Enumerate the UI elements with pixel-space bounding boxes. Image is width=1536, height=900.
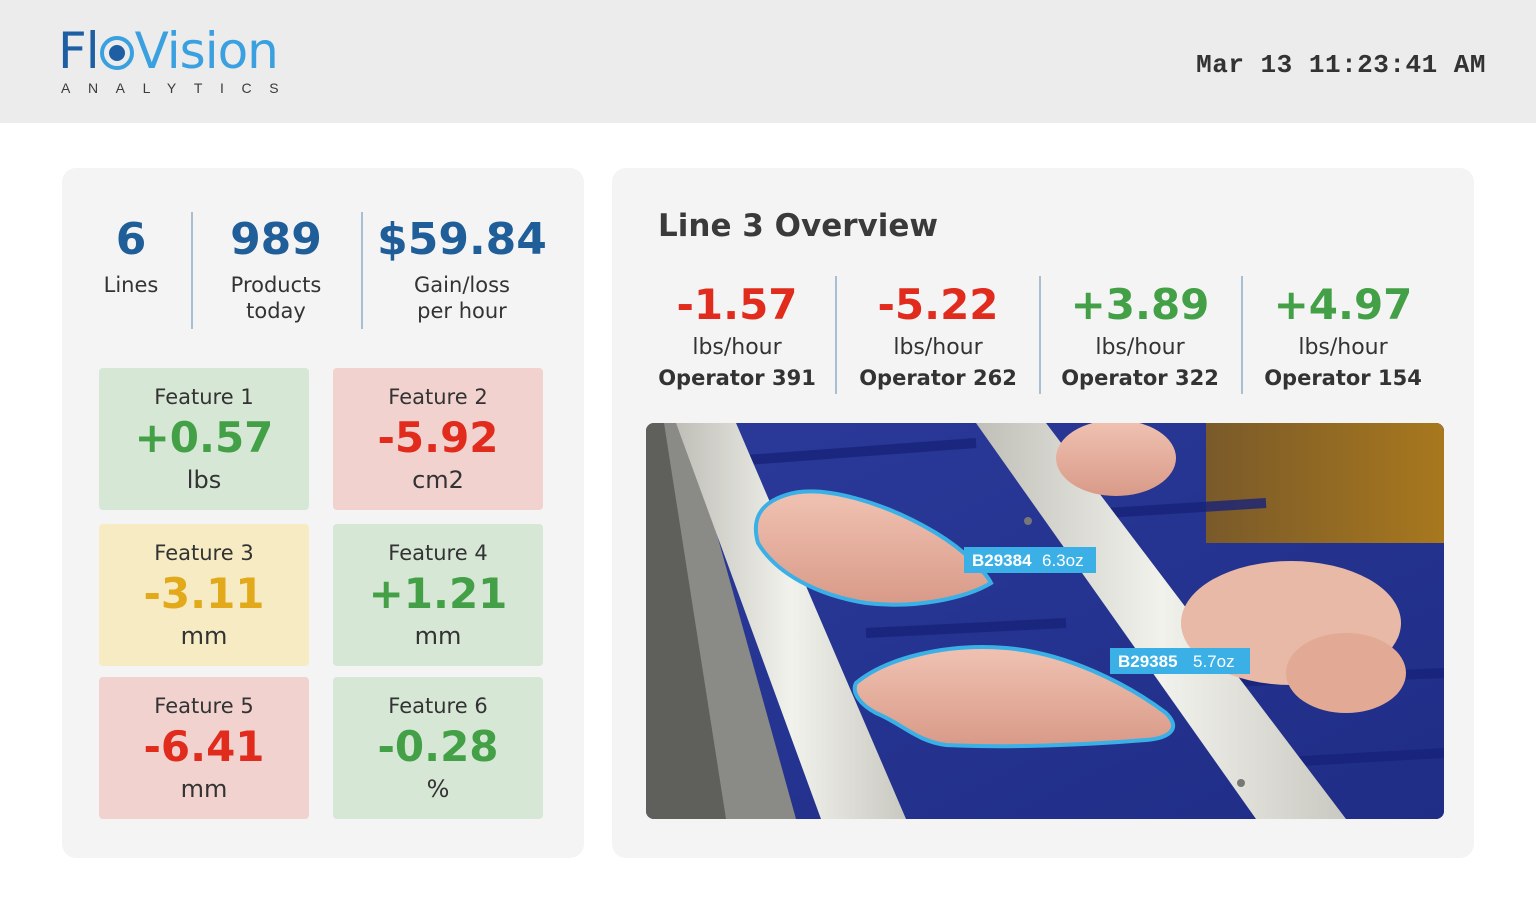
feature-name: Feature 4 [388, 541, 488, 565]
logo-subtitle: ANALYTICS [61, 80, 297, 96]
summary-gain-loss: $59.84 Gain/loss per hour [376, 212, 548, 324]
operator-stat-262[interactable]: -5.22 lbs/hour Operator 262 [838, 280, 1038, 392]
summary-gain-loss-label-line1: Gain/loss [414, 273, 510, 297]
detection-tag [1110, 648, 1250, 674]
operator-unit: lbs/hour [1298, 335, 1388, 360]
flovision-logo: Fl Vision ANALYTICS [58, 22, 328, 102]
feature-tile-4[interactable]: Feature 4 +1.21 mm [333, 524, 543, 666]
operator-unit: lbs/hour [692, 335, 782, 360]
datetime-display: Mar 13 11:23:41 AM [1196, 50, 1486, 80]
logo-word-part2: Vision [134, 22, 279, 80]
product-untracked [1286, 633, 1406, 713]
logo-word-part1: Fl [58, 22, 100, 80]
detection-id: B29385 [1118, 652, 1178, 671]
operator-name: Operator 322 [1061, 366, 1219, 390]
product-detection-outline[interactable] [753, 489, 994, 607]
feature-unit: mm [414, 622, 462, 650]
product-untracked [1056, 423, 1176, 496]
detection-weight: 5.7oz [1193, 652, 1235, 671]
feature-name: Feature 5 [154, 694, 254, 718]
operator-divider [1039, 276, 1041, 394]
summary-divider [361, 212, 363, 329]
detection-id: B29384 [972, 551, 1032, 570]
operator-divider [1241, 276, 1243, 394]
feature-unit: % [426, 775, 450, 803]
detection-weight: 6.3oz [1042, 551, 1084, 570]
summary-lines-label: Lines [103, 273, 159, 297]
operator-stat-154[interactable]: +4.97 lbs/hour Operator 154 [1243, 280, 1443, 392]
rail-bolt [1237, 779, 1245, 787]
feature-unit: mm [180, 775, 228, 803]
camera-feed[interactable]: B29384 6.3oz B29385 5.7oz [646, 423, 1444, 819]
camera-feed-image: B29384 6.3oz B29385 5.7oz [646, 423, 1444, 819]
feature-name: Feature 2 [388, 385, 488, 409]
summary-products-label: Products today [208, 272, 344, 324]
feature-value: +1.21 [368, 569, 508, 618]
summary-gain-loss-label: Gain/loss per hour [376, 272, 548, 324]
line-overview-panel: Line 3 Overview -1.57 lbs/hour Operator … [612, 168, 1474, 858]
feature-tile-2[interactable]: Feature 2 -5.92 cm2 [333, 368, 543, 510]
operator-value: -1.57 [676, 280, 798, 329]
summary-products-label-line1: Products [230, 273, 322, 297]
product-detection-outline[interactable] [852, 645, 1175, 749]
background-area [1206, 423, 1444, 543]
feature-value: -5.92 [377, 413, 499, 462]
plant-summary-panel: 6 Lines 989 Products today $59.84 Gain/l… [62, 168, 584, 858]
operator-divider [835, 276, 837, 394]
summary-divider [191, 212, 193, 329]
feature-tile-6[interactable]: Feature 6 -0.28 % [333, 677, 543, 819]
feature-tile-5[interactable]: Feature 5 -6.41 mm [99, 677, 309, 819]
operator-name: Operator 154 [1264, 366, 1422, 390]
feature-unit: cm2 [412, 466, 464, 494]
operator-stat-322[interactable]: +3.89 lbs/hour Operator 322 [1040, 280, 1240, 392]
summary-products-value: 989 [230, 214, 322, 265]
feature-unit: lbs [186, 466, 222, 494]
operator-value: -5.22 [877, 280, 999, 329]
summary-products: 989 Products today [208, 212, 344, 324]
summary-lines-value: 6 [115, 214, 147, 265]
operator-name: Operator 391 [658, 366, 816, 390]
logo-eye-icon [99, 36, 134, 70]
operator-value: +4.97 [1273, 280, 1413, 329]
summary-gain-loss-value: $59.84 [377, 214, 547, 265]
feature-value: -6.41 [143, 722, 265, 771]
top-header: Fl Vision ANALYTICS Mar 13 11:23:41 AM [0, 0, 1536, 123]
operator-unit: lbs/hour [1095, 335, 1185, 360]
rail-bolt [1024, 517, 1032, 525]
summary-products-label-line2: today [246, 299, 306, 323]
feature-value: +0.57 [134, 413, 274, 462]
line-overview-title: Line 3 Overview [658, 208, 938, 244]
feature-tile-3[interactable]: Feature 3 -3.11 mm [99, 524, 309, 666]
operator-unit: lbs/hour [893, 335, 983, 360]
conveyor-rail-right [976, 423, 1346, 819]
feature-value: -3.11 [143, 569, 265, 618]
conveyor-rail-left [676, 423, 906, 819]
feature-name: Feature 3 [154, 541, 254, 565]
feature-name: Feature 6 [388, 694, 488, 718]
feature-tile-1[interactable]: Feature 1 +0.57 lbs [99, 368, 309, 510]
operator-stat-391[interactable]: -1.57 lbs/hour Operator 391 [637, 280, 837, 392]
summary-gain-loss-label-line2: per hour [417, 299, 507, 323]
conveyor-frame-shadow [646, 423, 726, 819]
operator-name: Operator 262 [859, 366, 1017, 390]
detection-tag [964, 547, 1096, 573]
logo-wordmark: Fl Vision [58, 22, 279, 80]
summary-lines: 6 Lines [90, 212, 172, 298]
feature-value: -0.28 [377, 722, 499, 771]
operator-value: +3.89 [1070, 280, 1210, 329]
feature-unit: mm [180, 622, 228, 650]
feature-name: Feature 1 [154, 385, 254, 409]
